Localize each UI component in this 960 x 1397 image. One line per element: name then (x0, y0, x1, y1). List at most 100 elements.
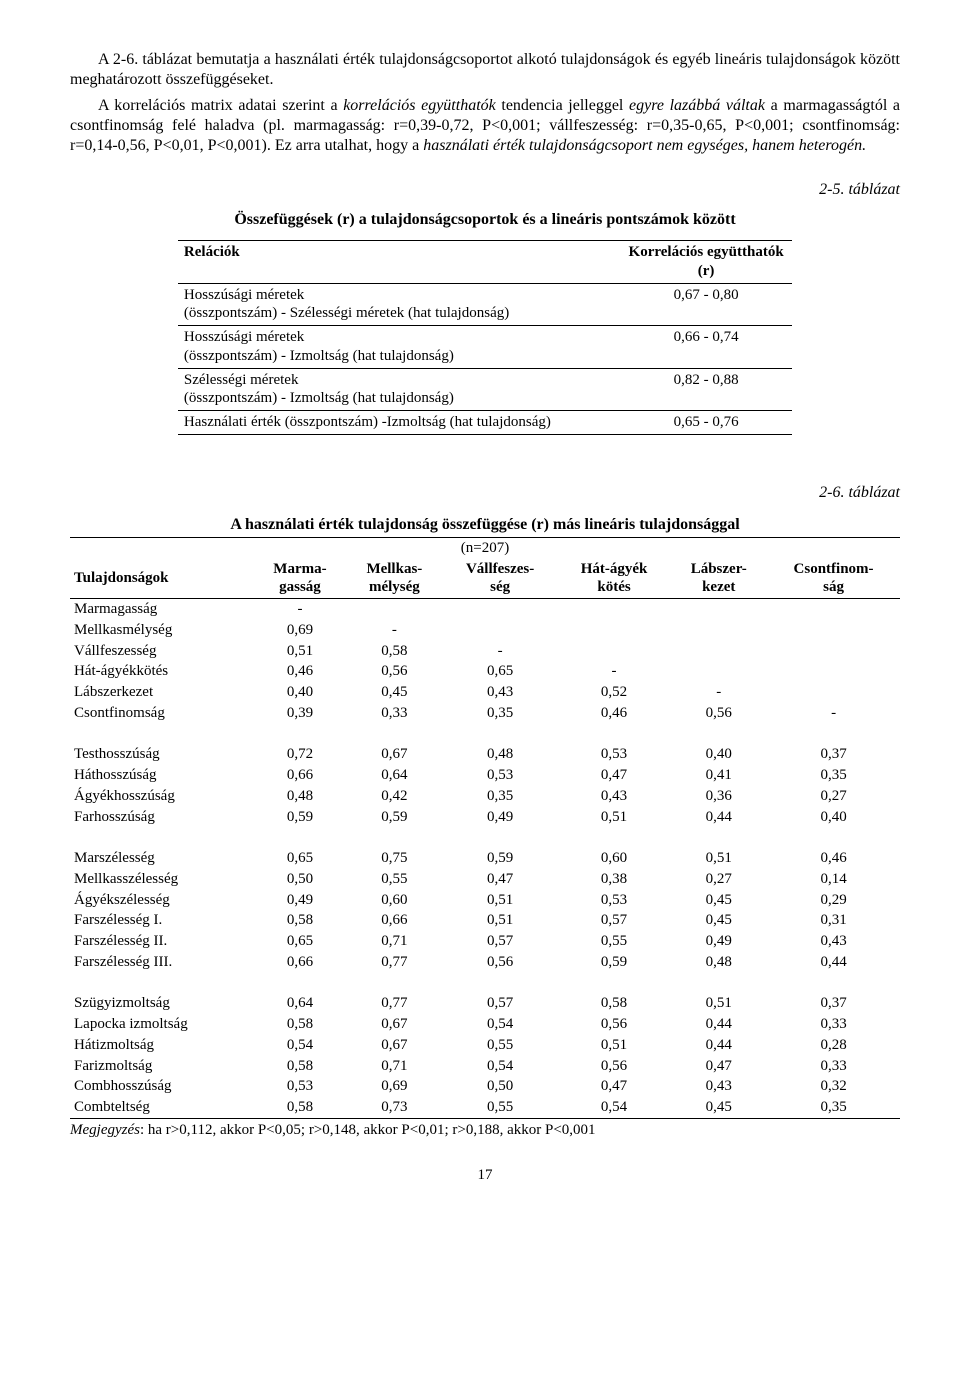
t2-header: Tulajdonságok (70, 559, 254, 599)
t2-rowlabel: Ágyékhosszúság (70, 786, 254, 807)
t2-cell: 0,51 (443, 890, 558, 911)
t2-cell: 0,51 (670, 848, 767, 869)
t2-cell: 0,57 (443, 993, 558, 1014)
t2-cell: - (558, 661, 671, 682)
relations-table: Relációk Korrelációs együtthatók (r) Hos… (178, 240, 792, 435)
t2-cell: 0,47 (558, 765, 671, 786)
t2-cell: 0,44 (670, 1035, 767, 1056)
t2-cell: - (670, 682, 767, 703)
t2-cell: 0,55 (346, 869, 442, 890)
t2-cell (558, 599, 671, 620)
t2-cell: 0,66 (346, 910, 442, 931)
t2-cell: 0,67 (346, 1014, 442, 1035)
t2-rowlabel: Farszélesség I. (70, 910, 254, 931)
t2-cell: 0,64 (346, 765, 442, 786)
t2-cell: 0,58 (254, 910, 347, 931)
t2-cell: 0,65 (443, 661, 558, 682)
t1-value: 0,67 - 0,80 (620, 283, 792, 326)
t2-cell: 0,27 (670, 869, 767, 890)
t2-cell: 0,71 (346, 931, 442, 952)
t2-cell: 0,33 (767, 1014, 900, 1035)
t2-cell: 0,37 (767, 993, 900, 1014)
p2-em1: korrelációs együtthatók (343, 97, 496, 114)
t2-cell: 0,59 (346, 807, 442, 828)
table1-title: Összefüggések (r) a tulajdonságcsoportok… (70, 210, 900, 230)
paragraph-1: A 2-6. táblázat bemutatja a használati é… (70, 50, 900, 90)
t2-rowlabel: Combteltség (70, 1097, 254, 1118)
t2-cell: 0,27 (767, 786, 900, 807)
t2-cell: 0,53 (558, 890, 671, 911)
t2-rowlabel: Lábszerkezet (70, 682, 254, 703)
note-pre: Megjegyzés (70, 1122, 140, 1138)
t2-cell: 0,64 (254, 993, 347, 1014)
t2-cell: 0,66 (254, 952, 347, 973)
t2-cell: - (346, 620, 442, 641)
t2-cell: 0,58 (558, 993, 671, 1014)
t2-cell: 0,35 (443, 786, 558, 807)
t1-relation: Hosszúsági méretek(összpontszám) - Széle… (178, 283, 620, 326)
table2-title: A használati érték tulajdonság összefügg… (70, 515, 900, 535)
t2-cell: 0,54 (558, 1097, 671, 1118)
t2-cell: 0,42 (346, 786, 442, 807)
t2-cell: 0,48 (443, 744, 558, 765)
t2-cell: 0,29 (767, 890, 900, 911)
note-rest: : ha r>0,112, akkor P<0,05; r>0,148, akk… (140, 1122, 596, 1138)
table2-label: 2-6. táblázat (70, 483, 900, 503)
t2-cell: 0,44 (670, 1014, 767, 1035)
t2-cell: 0,51 (558, 807, 671, 828)
t2-cell: 0,49 (443, 807, 558, 828)
t2-cell: 0,32 (767, 1076, 900, 1097)
t2-rowlabel: Ágyékszélesség (70, 890, 254, 911)
t2-cell: 0,40 (767, 807, 900, 828)
t2-cell: 0,43 (443, 682, 558, 703)
t1-relation: Szélességi méretek(összpontszám) - Izmol… (178, 368, 620, 411)
t2-cell (670, 661, 767, 682)
t2-cell: 0,53 (254, 1076, 347, 1097)
t2-cell: 0,69 (346, 1076, 442, 1097)
t2-cell: - (767, 703, 900, 724)
t2-cell: 0,55 (558, 931, 671, 952)
t2-cell: 0,41 (670, 765, 767, 786)
t2-cell: 0,44 (670, 807, 767, 828)
t2-rowlabel: Háthosszúság (70, 765, 254, 786)
p2-em3: használati érték tulajdonságcsoport nem … (423, 137, 866, 154)
t2-cell: 0,46 (767, 848, 900, 869)
t2-cell: 0,59 (443, 848, 558, 869)
t2-cell (558, 620, 671, 641)
t2-rowlabel: Marmagasság (70, 599, 254, 620)
t2-cell: 0,35 (767, 1097, 900, 1118)
t2-cell: 0,47 (558, 1076, 671, 1097)
t2-rowlabel: Farhosszúság (70, 807, 254, 828)
table2-note: Megjegyzés: ha r>0,112, akkor P<0,05; r>… (70, 1121, 900, 1140)
t2-cell: 0,66 (254, 765, 347, 786)
t2-cell: 0,77 (346, 952, 442, 973)
t2-rowlabel: Testhosszúság (70, 744, 254, 765)
t2-cell (670, 641, 767, 662)
t2-cell: - (443, 641, 558, 662)
t2-rowlabel: Combhosszúság (70, 1076, 254, 1097)
t2-rowlabel: Farszélesség III. (70, 952, 254, 973)
paragraph-2: A korrelációs matrix adatai szerint a ko… (70, 96, 900, 156)
t2-cell: 0,56 (558, 1014, 671, 1035)
p2-em2: egyre lazábbá váltak (629, 97, 765, 114)
t2-cell: 0,60 (346, 890, 442, 911)
t2-cell: 0,45 (670, 890, 767, 911)
t2-cell: 0,35 (443, 703, 558, 724)
t2-cell: 0,56 (558, 1056, 671, 1077)
t2-rowlabel: Vállfeszesség (70, 641, 254, 662)
t2-cell: 0,52 (558, 682, 671, 703)
t2-cell: 0,56 (346, 661, 442, 682)
p2-text: A korrelációs matrix adatai szerint a (98, 97, 343, 114)
t2-cell: 0,51 (670, 993, 767, 1014)
t2-cell: 0,33 (346, 703, 442, 724)
t2-cell: 0,39 (254, 703, 347, 724)
t2-cell: 0,28 (767, 1035, 900, 1056)
t2-cell: 0,54 (443, 1056, 558, 1077)
t2-cell: 0,58 (254, 1097, 347, 1118)
t2-cell: 0,67 (346, 744, 442, 765)
t2-cell: 0,45 (670, 910, 767, 931)
t2-cell (767, 620, 900, 641)
t2-rowlabel: Csontfinomság (70, 703, 254, 724)
t1-value: 0,82 - 0,88 (620, 368, 792, 411)
table1-label: 2-5. táblázat (70, 180, 900, 200)
